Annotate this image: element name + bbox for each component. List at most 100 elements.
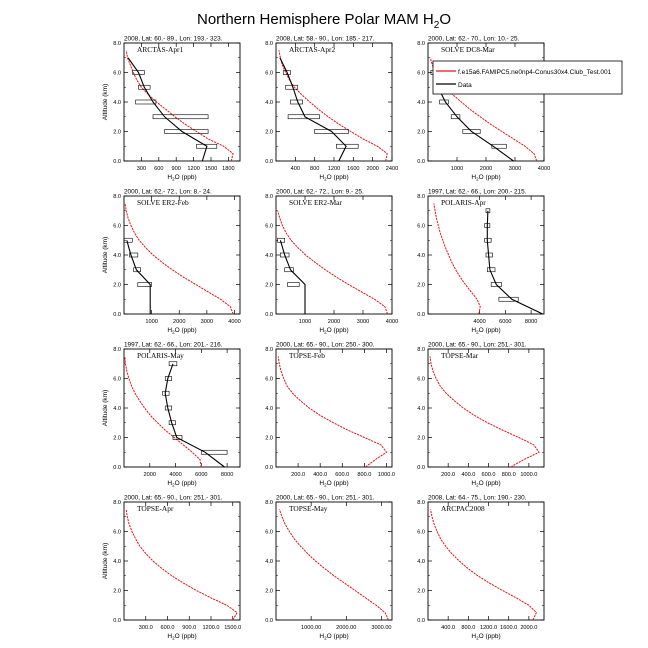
panel-info: 2008, Lat: 60.- 89., Lon: 193.- 323. — [124, 36, 223, 43]
chart-panel-10: 2000, Lat: 65.- 90., Lon: 251.- 301. 0.0 2… — [102, 495, 241, 641]
y-tick-label: 4.0 — [265, 253, 273, 259]
x-tick-label: 1000.00 — [301, 625, 321, 631]
y-tick-label: 2.0 — [417, 283, 425, 289]
model-series-line — [429, 356, 540, 468]
panel-info: 2000, Lat: 62.- 72., Lon: 9.- 25. — [276, 189, 364, 196]
data-range-box — [129, 252, 139, 258]
y-tick-label: 8.0 — [113, 194, 121, 200]
x-tick-label: 1000.0 — [378, 472, 395, 478]
data-series-line — [486, 210, 543, 315]
x-tick-label: 4000 — [538, 166, 550, 172]
x-axis-label: H2O (ppb) — [167, 633, 196, 641]
x-tick-label: 400 — [291, 166, 300, 172]
chart-panel-3: 2000, Lat: 62.- 70., Lon: 10.- 25. 0.0 2.0… — [417, 36, 550, 182]
model-series-line — [279, 509, 389, 621]
chart-panel-11: 2000, Lat: 65.- 90., Lon: 251.- 301. 0.0 2… — [265, 495, 393, 641]
panel-info: 2000, Lat: 62.- 70., Lon: 10.- 25. — [428, 36, 520, 43]
y-tick-label: 2.0 — [417, 436, 425, 442]
chart-panel-5: 2000, Lat: 62.- 72., Lon: 9.- 25. 0.0 2.0 4… — [265, 189, 398, 335]
y-tick-label: 0.0 — [113, 159, 121, 165]
x-tick-label: 3000 — [201, 319, 213, 325]
y-tick-label: 0.0 — [417, 465, 425, 471]
y-tick-label: 0.0 — [113, 465, 121, 471]
panel-info: 2000, Lat: 65.- 90., Lon: 251.- 301. — [276, 495, 375, 502]
y-tick-label: 6.0 — [265, 224, 273, 230]
legend-box — [432, 60, 623, 95]
plot-frame — [275, 348, 393, 468]
x-tick-label: 900.0 — [182, 625, 196, 631]
x-axis-label: H2O (ppb) — [471, 174, 500, 182]
plot-frame — [123, 42, 241, 162]
data-series-line — [279, 240, 306, 314]
x-tick-label: 400.0 — [441, 625, 455, 631]
y-tick-label: 0.0 — [113, 312, 121, 318]
y-tick-label: 8.0 — [265, 347, 273, 353]
panel-info: 2008, Lat: 58.- 90., Lon: 185.- 217. — [276, 36, 375, 43]
plot-frame — [427, 348, 545, 468]
y-tick-label: 6.0 — [113, 71, 121, 77]
x-tick-label: 8000 — [525, 319, 537, 325]
y-tick-label: 2.0 — [417, 130, 425, 136]
x-tick-label: 6000 — [195, 472, 207, 478]
plot-frame — [275, 42, 393, 162]
data-series-line — [127, 57, 208, 162]
data-series-line — [164, 363, 225, 468]
y-axis-label: Altitude (km) — [102, 84, 109, 120]
chart-panel-9: 2000, Lat: 65.- 90., Lon: 251.- 301. 0.0 2… — [417, 342, 545, 488]
y-tick-label: 6.0 — [113, 224, 121, 230]
x-tick-label: 1600 — [347, 166, 359, 172]
x-axis-label: H2O (ppb) — [319, 327, 348, 335]
data-range-box — [280, 252, 290, 258]
y-tick-label: 4.0 — [417, 406, 425, 412]
x-axis-label: H2O (ppb) — [167, 480, 196, 488]
model-series-line — [278, 50, 388, 162]
model-series-line — [124, 203, 234, 315]
y-tick-label: 2.0 — [113, 436, 121, 442]
x-tick-label: 6000 — [499, 319, 511, 325]
legend-model-label: f.e15a6.FAMIPC5.ne0np4-Conus30x4.Club_Te… — [458, 69, 612, 76]
panel-title: POLARIS-Apr — [441, 198, 486, 207]
x-tick-label: 4000 — [386, 319, 398, 325]
x-tick-label: 2000.0 — [520, 625, 537, 631]
x-axis-label: H2O (ppb) — [319, 174, 348, 182]
x-tick-label: 900 — [172, 166, 181, 172]
x-tick-label: 1600.0 — [500, 625, 517, 631]
x-tick-label: 3000.00 — [371, 625, 391, 631]
y-tick-label: 8.0 — [417, 347, 425, 353]
data-range-box — [491, 143, 507, 149]
x-tick-label: 3000 — [509, 166, 521, 172]
figure-title: Northern Hemisphere Polar MAM H2O — [197, 11, 451, 31]
y-tick-label: 2.0 — [265, 283, 273, 289]
y-tick-label: 0.0 — [417, 159, 425, 165]
plot-frame — [275, 195, 393, 315]
panel-info: 2008, Lat: 64.- 75., Lon: 190.- 230. — [428, 495, 527, 502]
x-tick-label: 1200 — [187, 166, 199, 172]
x-tick-label: 1000 — [451, 166, 463, 172]
x-tick-label: 400.0 — [313, 472, 327, 478]
y-tick-label: 4.0 — [113, 100, 121, 106]
y-tick-label: 6.0 — [265, 377, 273, 383]
panel-title: SOLVE DC8-Mar — [441, 45, 495, 54]
plot-frame — [123, 501, 241, 621]
data-range-box — [282, 70, 291, 75]
y-tick-label: 2.0 — [113, 130, 121, 136]
x-axis-label: H2O (ppb) — [471, 633, 500, 641]
data-range-box — [290, 99, 303, 105]
y-tick-label: 4.0 — [113, 253, 121, 259]
y-tick-label: 8.0 — [113, 500, 121, 506]
data-range-box — [314, 129, 349, 134]
data-range-box — [486, 267, 496, 273]
data-range-box — [285, 84, 299, 90]
x-tick-label: 1500.0 — [224, 625, 241, 631]
x-tick-label: 200.0 — [441, 472, 455, 478]
x-tick-label: 200.0 — [291, 472, 305, 478]
x-tick-label: 600.0 — [161, 625, 175, 631]
x-tick-label: 1200.0 — [202, 625, 219, 631]
panel-info: 2000, Lat: 62.- 72., Lon: 8.- 24. — [124, 189, 212, 196]
y-tick-label: 2.0 — [417, 589, 425, 595]
chart-panel-7: 1997, Lat: 62.- 66., Lon: 201.- 216. 0.0 2… — [102, 342, 241, 488]
x-tick-label: 2000 — [328, 319, 340, 325]
y-tick-label: 2.0 — [265, 130, 273, 136]
model-series-line — [277, 210, 389, 315]
